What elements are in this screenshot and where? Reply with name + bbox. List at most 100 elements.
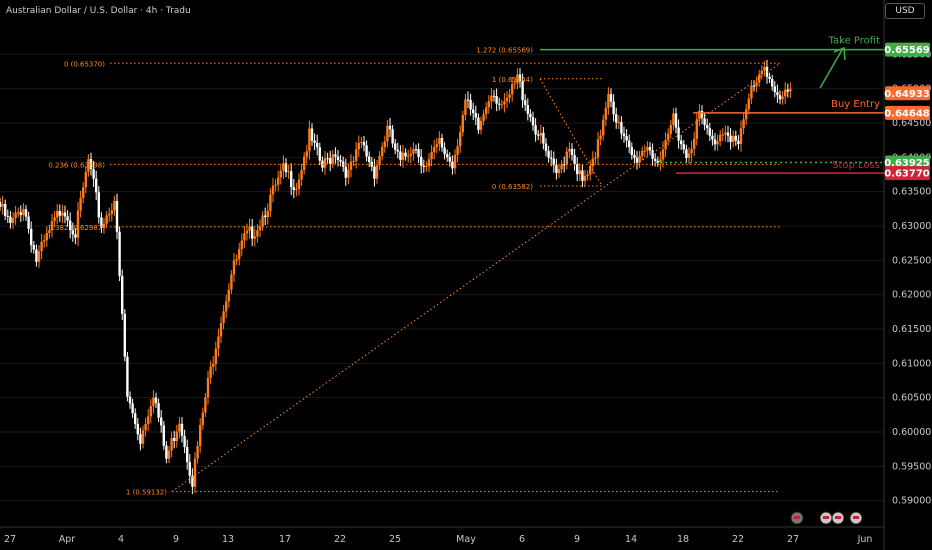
candle-body xyxy=(378,155,381,166)
candle-body xyxy=(339,159,342,162)
candle-body xyxy=(214,348,217,364)
candle-body xyxy=(635,157,639,163)
candle-body xyxy=(167,450,171,459)
time-axis[interactable]: 27 Apr 4 9 13 17 22 25 May 6 9 14 18 22 27 Jun xyxy=(4,534,872,545)
candle-body xyxy=(105,215,108,224)
candle-body xyxy=(66,216,69,221)
candle-body xyxy=(71,230,74,235)
candle-body xyxy=(560,164,563,170)
candle-body xyxy=(266,210,269,218)
candle-body xyxy=(638,156,641,163)
candle-body xyxy=(786,89,789,92)
candle-body xyxy=(516,74,519,84)
candle-body xyxy=(6,215,9,217)
candle-body xyxy=(404,152,407,157)
candle-body xyxy=(178,423,181,432)
candle-body xyxy=(97,192,100,218)
candle-body xyxy=(292,187,295,191)
candle-body xyxy=(154,397,158,404)
candle-body xyxy=(63,212,67,217)
candle-body xyxy=(563,164,566,166)
candle-body xyxy=(245,230,249,234)
price-tag xyxy=(885,42,930,57)
candle-body xyxy=(334,154,337,157)
candle-body xyxy=(617,121,620,123)
candle-body xyxy=(417,149,420,157)
candle-body xyxy=(191,475,194,487)
candle-body xyxy=(602,119,605,136)
candle-body xyxy=(414,149,418,151)
candle-body xyxy=(685,149,688,158)
candle-body xyxy=(789,88,792,92)
candle-body xyxy=(53,217,56,222)
candle-body xyxy=(248,226,251,231)
flag-stripe-icon xyxy=(835,516,841,519)
candle-body xyxy=(708,128,711,136)
currency-button[interactable]: USD xyxy=(885,3,925,19)
candle-body xyxy=(552,158,555,166)
candle-body xyxy=(128,396,132,404)
candle-body xyxy=(713,139,717,145)
candle-body xyxy=(703,118,706,126)
price-tag xyxy=(885,166,930,181)
candle-body xyxy=(768,76,771,80)
candle-body xyxy=(17,212,20,214)
candle-body xyxy=(225,301,228,312)
candle-body xyxy=(141,430,145,444)
candle-body xyxy=(0,201,2,207)
fib-label: 0.382 (0.62987) xyxy=(48,224,105,232)
candle-body xyxy=(344,166,347,178)
candle-body xyxy=(196,445,199,459)
candle-body xyxy=(747,98,750,110)
candle-body xyxy=(492,95,496,97)
candle-body xyxy=(157,403,160,418)
candle-body xyxy=(131,403,134,414)
candle-body xyxy=(373,166,376,179)
candle-body xyxy=(422,165,425,167)
y-tick-label: 0.64500 xyxy=(892,118,931,129)
candle-body xyxy=(612,101,615,115)
y-tick-label: 0.59000 xyxy=(892,496,931,507)
price-tag-label: 0.64933 xyxy=(884,89,930,100)
candle-body xyxy=(576,164,579,175)
candle-body xyxy=(310,128,314,141)
candle-body xyxy=(565,151,568,165)
fib-levels: 0 (0.65370) 0.236 (0.63898) 0.382 (0.62987… xyxy=(48,47,781,497)
y-tick-label: 0.63500 xyxy=(892,187,931,198)
candle-body xyxy=(110,210,113,215)
candle-body xyxy=(230,274,233,290)
candle-body xyxy=(706,125,709,129)
candle-body xyxy=(537,134,540,136)
candle-body xyxy=(628,140,631,148)
candle-body xyxy=(199,424,202,446)
trade-levels: Take Profit Buy Entry Stop Loss xyxy=(540,36,884,174)
candle-body xyxy=(719,134,722,142)
fib-label: 1.272 (0.65569) xyxy=(476,47,533,55)
candle-body xyxy=(667,133,670,140)
candle-body xyxy=(763,66,766,71)
candle-body xyxy=(45,233,48,241)
candle-body xyxy=(477,117,480,130)
candle-body xyxy=(349,161,353,170)
candle-body xyxy=(529,113,532,118)
candle-body xyxy=(583,175,587,181)
candle-body xyxy=(381,146,384,156)
x-tick-label: 13 xyxy=(222,534,234,545)
candle-body xyxy=(451,161,454,169)
candle-body xyxy=(316,142,319,148)
candle-body xyxy=(456,146,459,155)
y-tick-label: 0.59500 xyxy=(892,461,931,472)
candle-body xyxy=(591,158,594,167)
candle-body xyxy=(126,356,129,397)
candle-body xyxy=(443,147,446,155)
x-tick-label: 25 xyxy=(389,534,401,545)
arrow-up-icon xyxy=(819,46,846,89)
candle-body xyxy=(490,95,493,102)
candle-body xyxy=(781,96,784,100)
candle-body xyxy=(773,86,776,93)
event-icons[interactable] xyxy=(790,511,863,525)
candle-body xyxy=(648,147,652,151)
candle-body xyxy=(524,100,527,105)
candle-body xyxy=(407,155,410,157)
